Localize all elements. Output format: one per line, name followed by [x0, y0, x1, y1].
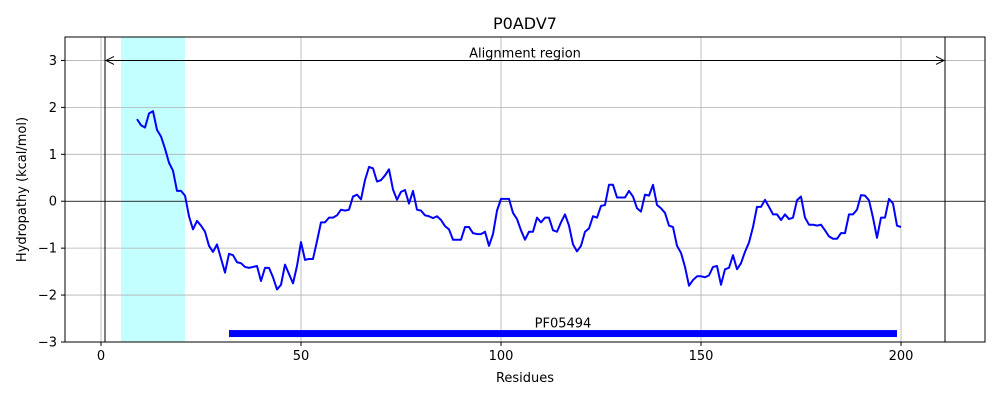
domain-bar-label: PF05494	[535, 317, 592, 332]
y-tick-label: 3	[49, 54, 57, 69]
y-tick-label: −3	[38, 336, 57, 351]
y-tick-label: 0	[49, 195, 57, 210]
alignment-arrow-right-head	[935, 56, 946, 65]
chart-title: P0ADV7	[493, 14, 557, 33]
shaded-region	[121, 37, 185, 342]
x-tick-label: 50	[293, 349, 310, 364]
alignment-label: Alignment region	[469, 46, 581, 61]
reference-lines-layer	[65, 37, 985, 342]
domain-bar-layer: PF05494	[229, 317, 897, 338]
y-tick-label: −1	[38, 242, 57, 257]
grid-layer	[65, 37, 985, 343]
y-tick-label: 1	[49, 148, 57, 163]
series-layer	[136, 110, 902, 291]
hydropathy-series-line	[136, 110, 902, 291]
x-tick-label: 150	[689, 349, 714, 364]
plot-frame	[64, 36, 986, 343]
y-axis-label: Hydropathy (kcal/mol)	[15, 117, 30, 262]
x-tick-label: 100	[489, 349, 514, 364]
shade-layer	[121, 37, 185, 342]
x-tick-label: 200	[889, 349, 914, 364]
domain-bar	[229, 330, 897, 338]
ticks-layer: 0 50 100 150 200 −3 −2 −1 0 1 2 3	[38, 54, 914, 364]
y-tick-label: 2	[49, 101, 57, 116]
y-tick-label: −2	[38, 289, 57, 304]
x-tick-label: 0	[97, 349, 105, 364]
annotation-layer: Alignment region	[104, 46, 946, 65]
x-axis-label: Residues	[496, 371, 554, 386]
alignment-arrow-left-head	[104, 56, 115, 65]
